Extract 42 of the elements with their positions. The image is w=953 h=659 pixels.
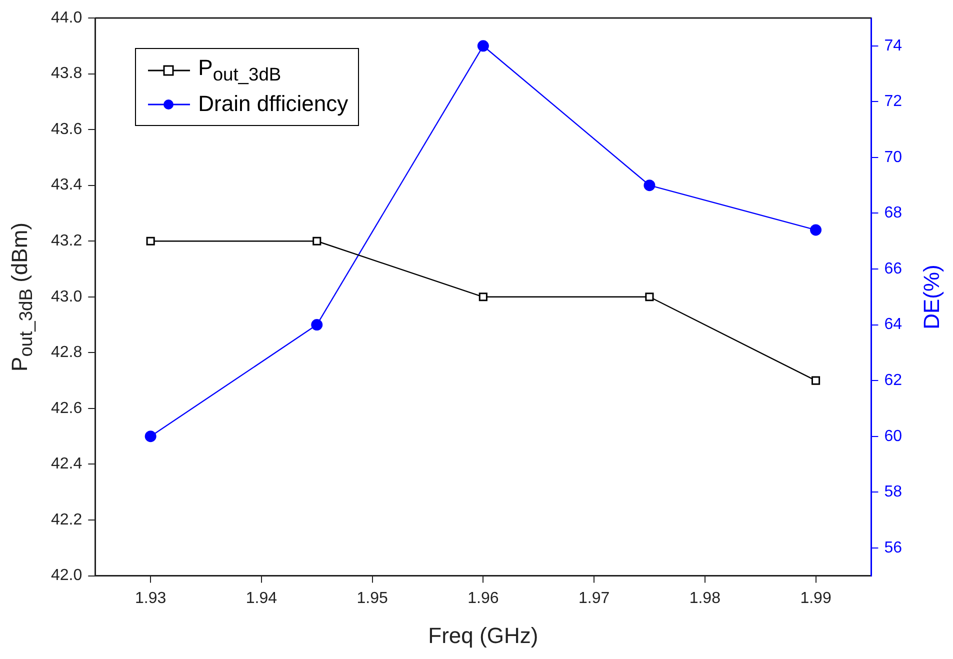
point (146, 236, 155, 246)
point (810, 224, 822, 236)
y2-tick-label: 62 (884, 372, 902, 389)
x-tick-label: 1.96 (468, 590, 499, 607)
y-tick-label: 42.6 (51, 400, 82, 417)
y2-tick-label: 56 (884, 539, 902, 556)
y2-tick-label: 60 (884, 428, 902, 445)
y-tick-label: 42.4 (51, 456, 82, 473)
x-tick-label: 1.95 (356, 590, 388, 607)
point (144, 430, 156, 442)
y-tick-label: 43.6 (51, 120, 82, 138)
x-tick-label: 1.93 (135, 590, 166, 607)
y2-tick-label: 68 (884, 204, 902, 222)
x-axis-title: Freq (GHz) (428, 623, 538, 649)
legend-label: Drain dfficiency (198, 91, 348, 117)
point (477, 40, 489, 52)
y-tick-label: 43.4 (51, 176, 82, 194)
y2-tick-label: 70 (884, 148, 902, 166)
y2-tick-label: 74 (884, 37, 902, 54)
y2-tick-label: 64 (884, 316, 902, 334)
point (644, 180, 656, 192)
y2-axis-title: DE(%) (919, 264, 945, 330)
y-tick-label: 43.2 (51, 232, 82, 250)
x-tick-label: 1.99 (800, 590, 832, 607)
point (312, 236, 322, 246)
x-tick-label: 1.97 (578, 590, 610, 607)
legend-label: P$_{out_3dB}$ (198, 54, 282, 86)
point (311, 319, 323, 331)
x-tick-label: 1.98 (689, 590, 721, 607)
x-tick-label: 1.94 (246, 590, 278, 607)
y-tick-label: 42.2 (51, 511, 82, 528)
y-tick-label: 43.8 (51, 65, 82, 82)
y-tick-label: 42.0 (51, 567, 82, 584)
point (645, 292, 654, 302)
y2-tick-label: 66 (884, 260, 902, 278)
y2-tick-label: 72 (884, 93, 902, 110)
point (811, 376, 820, 385)
point (478, 292, 488, 302)
y-tick-label: 44.0 (51, 9, 82, 26)
y2-tick-label: 58 (884, 484, 902, 501)
y-tick-label: 42.8 (51, 344, 82, 362)
y-tick-label: 43.0 (51, 288, 82, 306)
